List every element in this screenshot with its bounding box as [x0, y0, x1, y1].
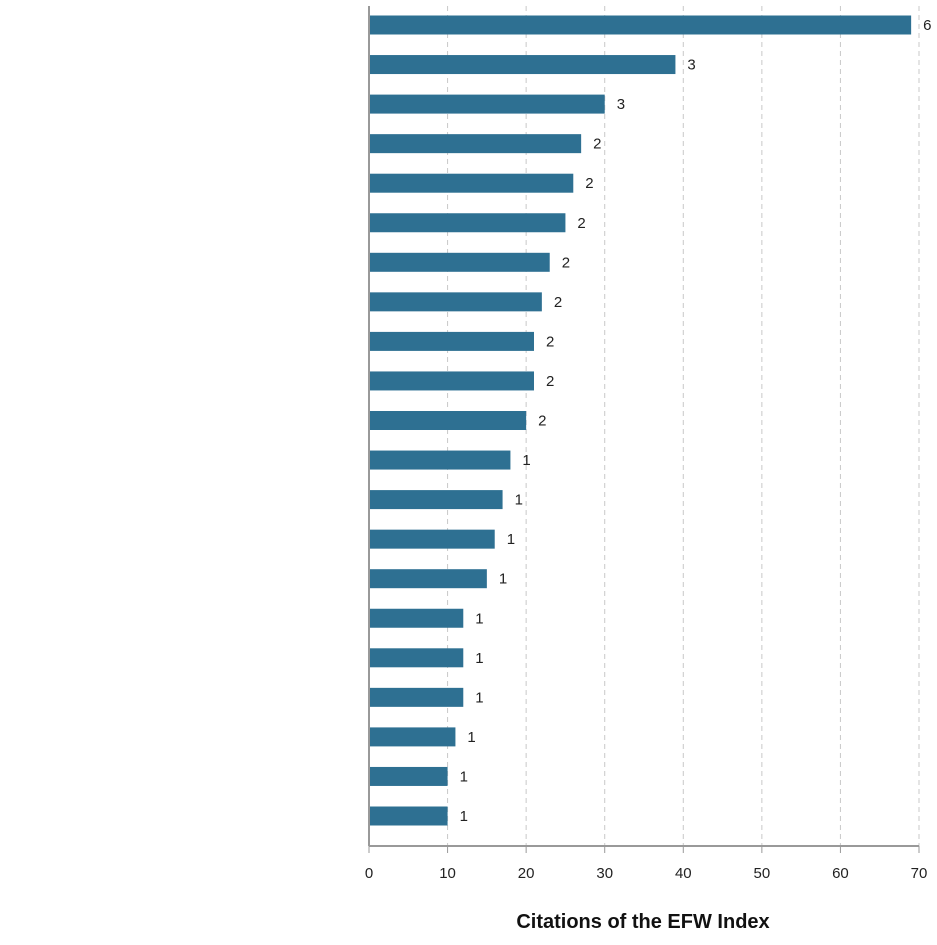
bar-value-label: 1: [460, 768, 468, 785]
bar-value-label: 2: [585, 175, 593, 192]
bar-value-label: 2: [546, 373, 554, 390]
bar: [369, 490, 503, 510]
bar: [369, 766, 448, 786]
bar: [369, 450, 511, 470]
bar: [369, 727, 456, 747]
bar-value-label: 1: [475, 650, 483, 667]
bar-value-label: 1: [467, 729, 475, 746]
x-tick-label: 70: [911, 865, 928, 882]
bar: [369, 213, 566, 233]
x-tick-label: 10: [439, 865, 456, 882]
x-tick-label: 30: [596, 865, 613, 882]
bar: [369, 648, 464, 668]
bar: [369, 608, 464, 628]
bar-value-label: 2: [554, 294, 562, 311]
bar-value-label: 1: [475, 610, 483, 627]
bar-value-label: 2: [538, 413, 546, 430]
x-tick-label: 40: [675, 865, 692, 882]
x-axis-title: Citations of the EFW Index: [516, 911, 769, 933]
bar: [369, 134, 582, 154]
bar: [369, 331, 534, 351]
bar: [369, 173, 574, 193]
bar: [369, 411, 527, 430]
bar-value-label: 6: [923, 17, 931, 34]
bar: [369, 15, 912, 35]
bar-value-label: 3: [617, 96, 625, 113]
bar: [369, 569, 487, 589]
x-tick-label: 20: [518, 865, 535, 882]
x-tick-label: 0: [365, 865, 373, 882]
bar: [369, 292, 542, 312]
bar-value-label: 1: [499, 571, 507, 588]
bar-value-label: 3: [687, 57, 695, 74]
x-tick-label: 50: [754, 865, 771, 882]
bar-value-label: 1: [475, 689, 483, 706]
bar-value-label: 1: [515, 492, 523, 509]
bar: [369, 94, 605, 114]
bar-value-label: 2: [546, 333, 554, 350]
bar: [369, 806, 448, 826]
bar: [369, 687, 464, 707]
bar: [369, 529, 495, 549]
bar: [369, 55, 676, 75]
bar-value-label: 2: [562, 254, 570, 271]
bar: [369, 371, 534, 391]
labels: 0 10 20 30 40 50 60 70 6 3 3 2 2 2 2 2 2 2 2 1 1 1 1 1 1 1 1 1 1: [365, 17, 932, 882]
bars: [369, 15, 912, 826]
bar-value-label: 1: [507, 531, 515, 548]
x-tick-label: 60: [832, 865, 849, 882]
bar-value-label: 2: [577, 215, 585, 232]
bar: [369, 252, 550, 272]
bar-value-label: 2: [593, 136, 601, 153]
axes: [368, 6, 920, 853]
bar-value-label: 1: [460, 808, 468, 825]
bar-value-label: 1: [522, 452, 530, 469]
